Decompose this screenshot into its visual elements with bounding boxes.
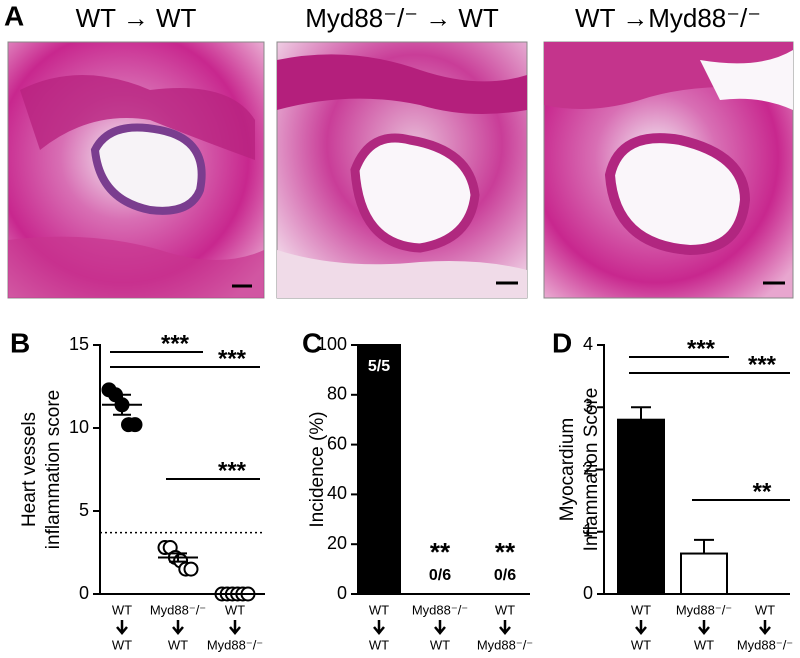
tissue [544, 42, 793, 109]
tissue [277, 54, 527, 114]
vessel [90, 123, 206, 215]
bar [680, 552, 728, 595]
significance-label: ** [495, 537, 516, 567]
y-tick-label: 3 [583, 396, 593, 416]
y-axis-label: Myocardium [557, 418, 578, 521]
x-tick-label: Myd88⁻/⁻ [412, 602, 468, 617]
y-tick-label: 0 [583, 583, 593, 603]
x-tick-label: WT [631, 637, 651, 652]
y-tick-label: 0 [337, 583, 347, 603]
y-axis-label: Heart vessels [19, 412, 40, 527]
x-tick-label: WT [694, 637, 714, 652]
x-tick-label: WT [369, 637, 389, 652]
bar-label: 0/6 [494, 567, 516, 584]
y-tick-label: 15 [69, 334, 89, 354]
x-tick-label: WT [112, 637, 132, 652]
y-tick-label: 60 [327, 433, 347, 453]
significance-label: *** [218, 345, 247, 372]
x-tick-label: Myd88⁻/⁻ [207, 637, 263, 652]
y-axis-label: Inflammation Score [581, 388, 602, 552]
x-tick-label: WT [168, 637, 188, 652]
arrow [635, 620, 647, 635]
panel-label: B [10, 327, 30, 358]
significance-label: *** [748, 351, 777, 378]
y-tick-label: 0 [79, 583, 89, 603]
arrow [229, 620, 241, 635]
data-point [183, 561, 199, 577]
y-tick-label: 4 [583, 334, 593, 354]
arrow [373, 620, 385, 635]
arrow [499, 620, 511, 635]
x-tick-label: WT [112, 602, 132, 617]
y-axis-label: Incidence (%) [307, 411, 328, 527]
y-tick-label: 2 [583, 458, 593, 478]
panel-label: A [4, 0, 24, 31]
x-tick-label: WT [369, 602, 389, 617]
error-bar [631, 406, 651, 420]
significance-label: *** [687, 335, 716, 362]
arrow [759, 620, 771, 635]
x-tick-label: WT [430, 637, 450, 652]
bar [357, 344, 401, 595]
panel-label: D [552, 327, 572, 358]
x-tick-label: Myd88⁻/⁻ [477, 637, 533, 652]
y-tick-label: 10 [69, 417, 89, 437]
x-tick-label: Myd88⁻/⁻ [737, 637, 793, 652]
significance-label: ** [753, 478, 772, 505]
x-tick-label: WT [631, 602, 651, 617]
arrow [698, 620, 710, 635]
bar-label: 0/6 [429, 567, 451, 584]
x-tick-label: WT [225, 602, 245, 617]
y-tick-label: 20 [327, 533, 347, 553]
bar-label: 5/5 [368, 358, 390, 375]
arrow [172, 620, 184, 635]
panel-title: WT → WT [76, 3, 197, 33]
significance-label: *** [161, 330, 190, 357]
vessel [350, 133, 480, 253]
x-tick-label: WT [755, 602, 775, 617]
histology-images [7, 41, 794, 299]
tissue [20, 75, 255, 160]
bar [617, 418, 665, 596]
y-tick-label: 80 [327, 384, 347, 404]
y-tick-label: 40 [327, 483, 347, 503]
vessel [604, 133, 751, 256]
y-tick-label: 1 [583, 521, 593, 541]
arrow [434, 620, 446, 635]
error-bar [694, 538, 714, 554]
panel-label: C [302, 327, 322, 358]
x-tick-label: Myd88⁻/⁻ [676, 602, 732, 617]
panel-title: Myd88⁻/⁻ → WT [305, 3, 499, 33]
significance-label: ** [430, 537, 451, 567]
data-point [127, 417, 143, 433]
y-axis-label: inflammation score [43, 390, 64, 549]
error-bar [113, 393, 131, 416]
panel-title: WT →Myd88⁻/⁻ [575, 3, 761, 33]
error-bar [169, 552, 187, 563]
tissue [277, 250, 527, 298]
arrow [116, 620, 128, 635]
y-tick-label: 5 [79, 500, 89, 520]
y-tick-label: 100 [317, 334, 347, 354]
lumen [700, 50, 793, 110]
x-tick-label: Myd88⁻/⁻ [150, 602, 206, 617]
tissue [8, 236, 264, 298]
x-tick-label: WT [495, 602, 515, 617]
significance-label: *** [218, 457, 247, 484]
